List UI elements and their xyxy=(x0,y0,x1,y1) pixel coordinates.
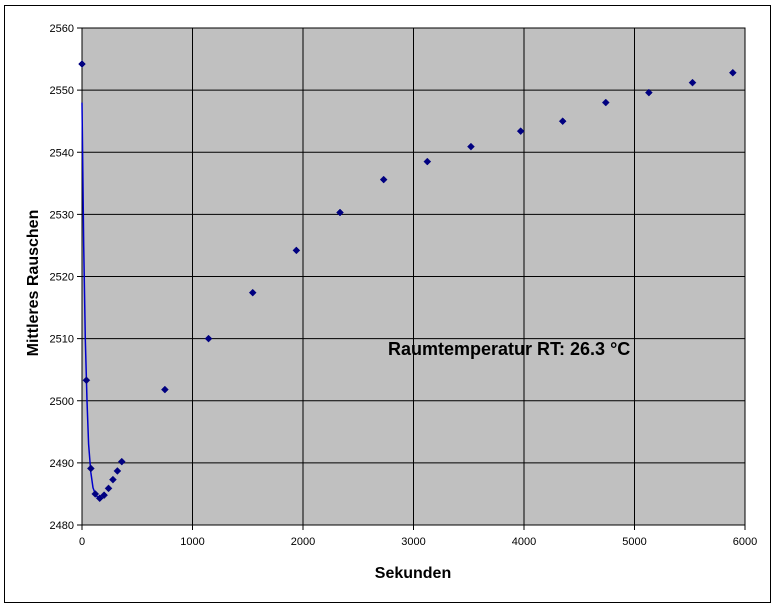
data-point xyxy=(379,175,388,184)
data-point xyxy=(95,494,104,503)
data-point xyxy=(113,467,122,475)
data-point xyxy=(423,157,432,166)
x-tick-label: 5000 xyxy=(622,536,646,548)
data-point xyxy=(516,127,525,135)
y-tick-labels: 2480 2490 2500 2510 2520 2530 2540 2550 2560 xyxy=(50,23,74,532)
y-tick-label: 2510 xyxy=(50,334,74,346)
data-point xyxy=(100,491,108,500)
y-tick-label: 2520 xyxy=(50,272,74,284)
axes xyxy=(77,27,746,530)
y-tick-label: 2540 xyxy=(50,147,74,159)
y-axis-title: Mittleres Rauschen xyxy=(25,210,42,357)
x-tick-label: 3000 xyxy=(401,536,425,548)
x-tick-labels: 0 1000 2000 3000 4000 5000 6000 xyxy=(79,536,757,548)
x-tick-label: 6000 xyxy=(733,536,757,548)
data-point xyxy=(558,117,567,126)
y-tick-label: 2530 xyxy=(50,209,74,221)
data-point xyxy=(336,208,344,217)
data-point xyxy=(82,376,91,385)
data-point xyxy=(86,464,95,473)
data-point xyxy=(204,334,213,343)
data-points xyxy=(78,60,737,503)
data-point xyxy=(109,475,117,484)
y-tick-label: 2560 xyxy=(50,23,74,35)
data-point xyxy=(467,142,475,151)
x-tick-label: 2000 xyxy=(291,536,315,548)
x-tick-label: 1000 xyxy=(180,536,204,548)
y-tick-label: 2480 xyxy=(50,520,74,532)
data-point xyxy=(78,60,86,68)
room-temperature-annotation: Raumtemperatur RT: 26.3 °C xyxy=(388,339,630,359)
x-tick-label: 4000 xyxy=(512,536,536,548)
data-point xyxy=(117,457,126,466)
data-point xyxy=(161,385,169,394)
x-tick-label: 0 xyxy=(79,536,85,548)
y-tick-label: 2500 xyxy=(50,396,74,408)
data-point xyxy=(248,288,257,297)
x-axis-title: Sekunden xyxy=(375,565,451,582)
data-point xyxy=(104,484,113,493)
data-point xyxy=(292,246,301,255)
y-tick-label: 2550 xyxy=(50,85,74,97)
data-point xyxy=(645,88,653,97)
y-tick-label: 2490 xyxy=(50,458,74,470)
data-point xyxy=(688,78,697,87)
data-point xyxy=(91,490,100,498)
data-point xyxy=(601,98,610,107)
data-point xyxy=(728,68,737,77)
